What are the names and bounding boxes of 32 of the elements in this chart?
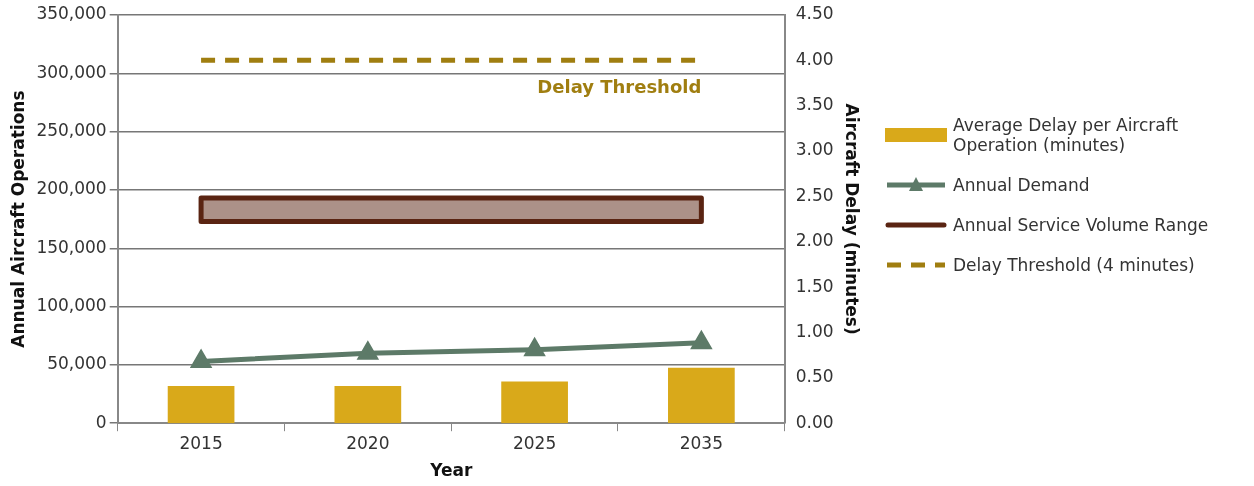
y2-tick-label: 2.00	[795, 230, 834, 251]
y-tick-label: 100,000	[36, 294, 107, 315]
point	[190, 348, 213, 368]
band-label: Annual Service Volume Range	[953, 215, 1209, 235]
y-tick-label: 200,000	[36, 178, 107, 199]
y2-tick-label: 1.50	[795, 275, 834, 296]
x-axis-title: Year	[429, 460, 473, 481]
legend-label: Delay Threshold (4 minutes)	[953, 255, 1195, 275]
y2-tick-label: 3.00	[795, 139, 834, 160]
annotation: Delay Threshold	[537, 76, 702, 98]
y2-tick-label: 0.00	[795, 411, 834, 432]
y2-axis-title: Aircraft Delay (minutes)	[842, 103, 863, 335]
legend-label: Annual Demand	[953, 175, 1090, 195]
y-tick-label: 250,000	[36, 120, 107, 141]
y2-tick-label: 3.50	[795, 94, 834, 115]
x-tick-label: 2015	[179, 432, 223, 453]
y2-tick-label: 0.50	[795, 366, 834, 387]
y-tick-label: 0	[95, 411, 107, 432]
y2-tick-label: 4.00	[795, 48, 834, 69]
y2-tick-label: 2.50	[795, 184, 834, 205]
y-tick-label: 150,000	[36, 236, 107, 257]
x-tick-label: 2035	[679, 432, 723, 453]
y2-tick-label: 1.00	[795, 320, 834, 341]
y-tick-label: 300,000	[36, 61, 107, 82]
y2-tick-label: 4.50	[795, 3, 834, 24]
y-tick-label: 50,000	[47, 353, 107, 374]
y-tick-label: 350,000	[36, 3, 107, 24]
y-axis-title: Annual Aircraft Operations	[7, 90, 28, 348]
x-tick-label: 2025	[512, 432, 557, 453]
x-tick-label: 2020	[346, 432, 390, 453]
legend-label: Average Delay per Aircraft Operation (minutes)	[953, 115, 1180, 155]
point	[356, 340, 379, 360]
